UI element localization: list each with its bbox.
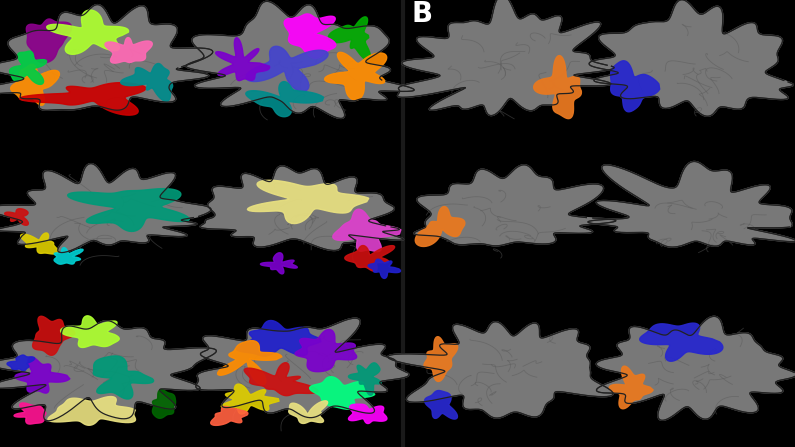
Polygon shape [47, 10, 129, 55]
Polygon shape [15, 357, 70, 393]
Polygon shape [10, 51, 47, 84]
Polygon shape [186, 1, 414, 118]
Polygon shape [60, 316, 119, 347]
Polygon shape [200, 166, 404, 250]
Polygon shape [611, 61, 660, 112]
Polygon shape [221, 384, 279, 414]
Polygon shape [333, 209, 401, 252]
Polygon shape [0, 164, 211, 253]
Polygon shape [640, 323, 723, 361]
Polygon shape [596, 316, 795, 420]
Polygon shape [247, 180, 369, 224]
Polygon shape [310, 377, 375, 409]
Polygon shape [424, 337, 458, 381]
Polygon shape [328, 17, 370, 60]
Polygon shape [7, 355, 35, 371]
Polygon shape [368, 259, 401, 278]
Polygon shape [345, 245, 394, 271]
Polygon shape [348, 404, 387, 423]
Polygon shape [26, 19, 72, 63]
Polygon shape [48, 396, 135, 425]
Polygon shape [0, 320, 216, 421]
Polygon shape [10, 64, 60, 105]
Polygon shape [236, 320, 321, 356]
Polygon shape [295, 329, 357, 371]
Polygon shape [425, 391, 457, 419]
Polygon shape [415, 207, 465, 246]
Polygon shape [246, 82, 324, 117]
Polygon shape [54, 248, 83, 264]
Polygon shape [289, 401, 328, 423]
Polygon shape [105, 38, 153, 63]
Polygon shape [609, 366, 653, 409]
Polygon shape [121, 63, 173, 101]
Polygon shape [414, 165, 616, 246]
Polygon shape [14, 403, 46, 424]
Polygon shape [589, 0, 793, 116]
Polygon shape [33, 316, 75, 355]
Polygon shape [153, 389, 176, 418]
Polygon shape [196, 318, 409, 417]
Polygon shape [244, 363, 318, 396]
Polygon shape [388, 322, 613, 418]
Polygon shape [21, 233, 58, 254]
Polygon shape [324, 52, 386, 100]
Polygon shape [261, 253, 297, 274]
Polygon shape [588, 161, 795, 247]
Polygon shape [20, 83, 145, 115]
Polygon shape [93, 356, 153, 399]
Polygon shape [218, 341, 281, 385]
Polygon shape [0, 4, 213, 110]
Polygon shape [398, 0, 615, 116]
Polygon shape [284, 14, 335, 58]
Polygon shape [246, 46, 328, 92]
Polygon shape [215, 38, 270, 80]
Polygon shape [211, 406, 248, 426]
Text: B: B [412, 0, 433, 28]
Polygon shape [68, 189, 189, 232]
Polygon shape [533, 55, 581, 118]
Polygon shape [5, 209, 29, 225]
Polygon shape [348, 363, 381, 395]
